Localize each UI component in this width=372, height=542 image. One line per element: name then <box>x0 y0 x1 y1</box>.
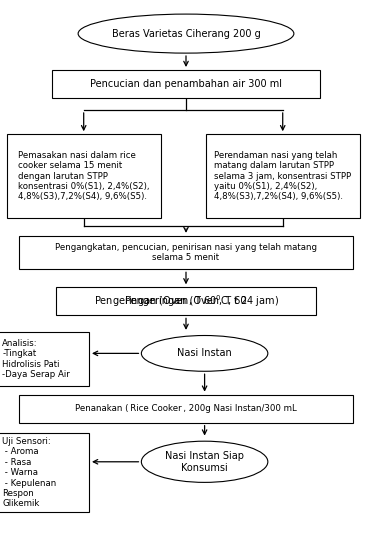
FancyBboxPatch shape <box>19 395 353 423</box>
Text: Pengangkatan, pencucian, penirisan nasi yang telah matang
selama 5 menit: Pengangkatan, pencucian, penirisan nasi … <box>55 243 317 262</box>
Text: Penanakan ( Rice Cooker , 200g Nasi Instan/300 mL: Penanakan ( Rice Cooker , 200g Nasi Inst… <box>75 404 297 413</box>
Text: Nasi Instan Siap
Konsumsi: Nasi Instan Siap Konsumsi <box>165 451 244 473</box>
Text: Pengeringan (Oven, T 60$^0$C, t 24 jam): Pengeringan (Oven, T 60$^0$C, t 24 jam) <box>93 293 279 309</box>
Ellipse shape <box>141 335 268 371</box>
FancyBboxPatch shape <box>52 70 320 98</box>
Text: Beras Varietas Ciherang 200 g: Beras Varietas Ciherang 200 g <box>112 29 260 38</box>
Ellipse shape <box>141 441 268 482</box>
FancyBboxPatch shape <box>0 434 89 512</box>
FancyBboxPatch shape <box>0 332 89 386</box>
FancyBboxPatch shape <box>206 134 360 218</box>
Text: Pengeringan (Oven, T 60: Pengeringan (Oven, T 60 <box>125 296 247 306</box>
Text: Pemasakan nasi dalam rice
cooker selama 15 menit
dengan larutan STPP
konsentrasi: Pemasakan nasi dalam rice cooker selama … <box>18 151 150 202</box>
FancyBboxPatch shape <box>7 134 161 218</box>
Text: Nasi Instan: Nasi Instan <box>177 349 232 358</box>
FancyBboxPatch shape <box>19 236 353 269</box>
Text: Perendaman nasi yang telah
matang dalam larutan STPP
selama 3 jam, konsentrasi S: Perendaman nasi yang telah matang dalam … <box>214 151 351 202</box>
Text: Uji Sensori:
 - Aroma
 - Rasa
 - Warna
 - Kepulenan
Respon
Glikemik: Uji Sensori: - Aroma - Rasa - Warna - Ke… <box>3 437 57 508</box>
Text: Pencucian dan penambahan air 300 ml: Pencucian dan penambahan air 300 ml <box>90 79 282 89</box>
FancyBboxPatch shape <box>56 287 316 315</box>
Ellipse shape <box>78 14 294 53</box>
Text: Analisis:
-Tingkat
Hidrolisis Pati
-Daya Serap Air: Analisis: -Tingkat Hidrolisis Pati -Daya… <box>3 339 70 379</box>
